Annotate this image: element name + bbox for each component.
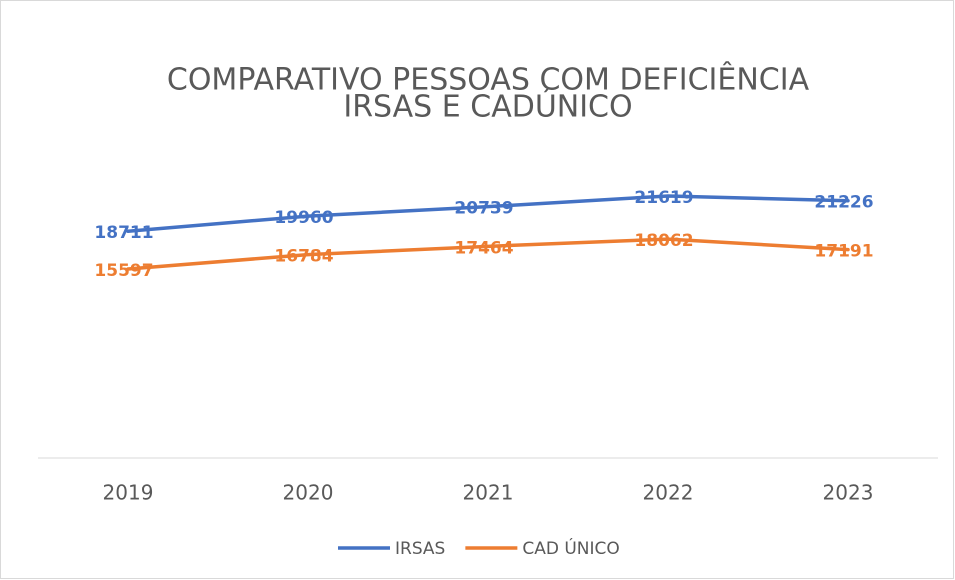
chart-title: COMPARATIVO PESSOAS COM DEFICIÊNCIA [167, 62, 810, 98]
x-tick-label: 2023 [823, 481, 874, 505]
series-line [126, 237, 850, 271]
data-label: 18062 [634, 231, 693, 251]
series-line [126, 194, 850, 233]
legend-label: CAD ÚNICO [522, 537, 619, 559]
data-label: 15597 [94, 261, 153, 281]
chart-title: IRSAS E CADÚNICO [343, 88, 632, 125]
x-tick-label: 2019 [103, 481, 154, 505]
data-label: 17464 [454, 238, 513, 258]
x-tick-label: 2021 [463, 481, 514, 505]
data-label: 18711 [94, 223, 153, 243]
data-label: 21226 [814, 193, 873, 213]
legend-label: IRSAS [395, 539, 445, 559]
data-label: 20739 [454, 199, 513, 219]
data-label: 16784 [274, 247, 333, 267]
x-tick-label: 2020 [283, 481, 334, 505]
x-tick-label: 2022 [643, 481, 694, 505]
data-label: 21619 [634, 188, 693, 208]
data-label: 17191 [814, 242, 873, 262]
data-label: 19960 [274, 208, 333, 228]
